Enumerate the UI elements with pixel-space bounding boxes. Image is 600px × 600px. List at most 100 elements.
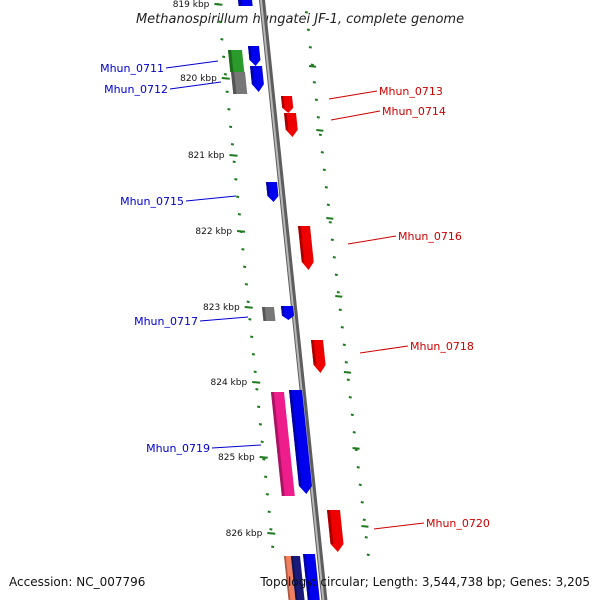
gene-mhun-0719-shade [271,392,285,496]
scale-tick [244,306,253,309]
guide-dot [334,273,338,277]
gene-top-blue [238,0,253,6]
guide-dot [244,283,249,286]
scale-label: 825 kbp [218,453,255,463]
map-title: Methanospirillum hungatei JF-1, complete… [136,12,464,27]
gene-mhun-0713-shade [281,96,285,108]
mhun-0714-leader [330,110,381,121]
guide-dot [236,195,240,199]
gene-mhun-0718-shade [311,340,317,365]
guide-dot [241,248,245,251]
label-layer: Mhun_0711 Mhun_0712 Mhun_0713 Mhun_0714 Mhun… [100,60,490,530]
gene-top-blue-shade [238,0,242,6]
mhun-0716-label: Mhun_0716 [398,230,462,243]
gene-mhun-0719 [271,392,295,496]
guide-dot [306,28,310,32]
gene-mhun-0711-partner-body [248,46,261,66]
genome-backbone-highlight [259,0,325,600]
guide-dot [246,300,250,304]
guide-dot [271,545,275,549]
guide-dot [310,63,314,67]
mhun-0711-leader [165,60,219,69]
mhun-0719-leader [211,444,262,449]
gene-mhun-0717-shade [281,306,285,316]
gene-mhun-0719-partner-shade [289,390,302,486]
guide-dot [314,98,318,102]
gene-bottom-navy [291,556,305,600]
guide-dot [312,81,316,84]
guide-dot [237,213,242,216]
gene-bottom-orange-body [284,556,297,600]
gene-mhun-0717 [281,306,295,320]
gene-mhun-0715-body [266,182,279,202]
guide-dot [243,265,247,269]
mhun-0714-label: Mhun_0714 [382,105,446,118]
guide-dot [350,413,354,417]
guide-dot [251,353,256,356]
guide-dot [326,203,330,207]
tick-layer: 819 kbp 820 kbp 821 kbp 822 kbp 823 kbp 824 k… [173,0,370,557]
gene-mhun-0711 [228,50,245,72]
guide-dot [366,553,370,557]
guide-dot [232,160,236,164]
gene-mhun-0714 [284,113,298,137]
scale-tick [259,456,268,459]
guide-dot [344,361,348,364]
guide-dot [332,256,336,259]
gene-mhun-0717-segment-shade [262,307,267,321]
gene-mhun-0720 [327,510,344,552]
scale-tick [237,230,246,233]
guide-dot [260,440,264,444]
scale-tick [229,154,238,157]
guide-dot [360,501,364,504]
scale-label: 824 kbp [211,378,248,388]
gene-mhun-0711-partner [248,46,261,66]
guide-dot [352,431,356,434]
guide-dot [322,168,326,172]
mhun-0713-leader [328,90,378,100]
gene-mhun-0711-shade [228,50,234,72]
gene-mhun-0711-partner-shade [248,46,252,60]
gene-mhun-0716-shade [298,226,305,262]
gene-bottom-orange-shade [284,556,291,600]
scale-label: 819 kbp [173,0,210,10]
guide-tick [352,447,360,450]
guide-dot [316,116,320,119]
gene-mhun-0714-body [284,113,298,137]
guide-dot [354,448,358,452]
guide-dot [342,343,346,347]
scale-label: 822 kbp [195,227,232,237]
gene-mhun-0713 [281,96,294,113]
gene-bottom-blue [303,554,320,600]
guide-tick [361,525,369,528]
guide-tick [308,65,317,68]
guide-dot [320,151,324,154]
guide-dot [364,536,368,539]
guide-dot [220,38,224,41]
guide-dot [267,510,271,514]
guide-dot [250,335,254,339]
guide-dot [324,186,328,189]
gene-mhun-0720-shade [327,510,334,544]
guide-dot [304,11,308,14]
guide-dot [358,483,362,487]
genome-summary-text: Topology: circular; Length: 3,544,738 bp… [260,575,590,589]
guide-dot [218,20,222,24]
mhun-0718-label: Mhun_0718 [410,340,474,353]
guide-dot [330,238,334,242]
mhun-0715-leader [185,195,237,202]
mhun-0720-label: Mhun_0720 [426,517,490,530]
guide-dot [234,178,238,181]
gene-top-blue-body [238,0,253,6]
guide-dot [257,405,261,409]
gene-mhun-0719-partner-body [289,390,312,494]
accession-text: Accession: NC_007796 [9,575,146,589]
gene-mhun-0714-shade [284,113,289,130]
guide-dot [253,370,257,374]
gene-mhun-0716 [298,226,314,270]
guide-dot [265,493,270,496]
guide-tick [316,129,324,132]
gene-mhun-0719-partner [289,390,312,494]
scale-tick [252,381,261,384]
guide-dot [227,108,231,111]
